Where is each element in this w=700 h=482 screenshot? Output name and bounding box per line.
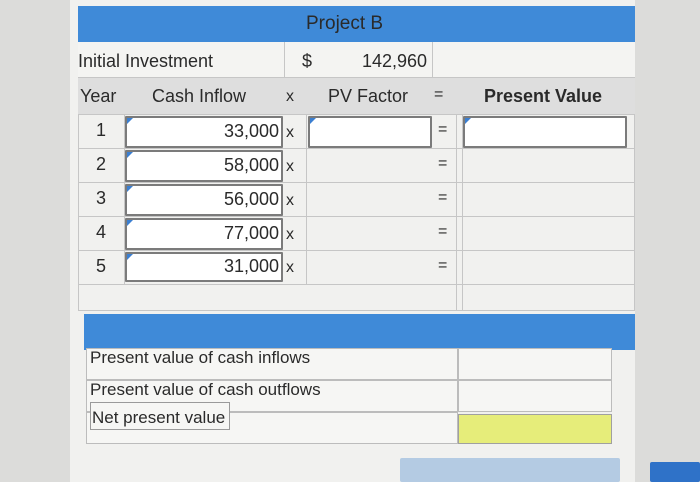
col-times: x (286, 88, 294, 105)
col-year: Year (80, 86, 117, 106)
equals-sign: = (438, 257, 448, 274)
column-header-row (78, 78, 635, 114)
year-cell: 3 (96, 188, 107, 208)
pv-inflows-label: Present value of cash inflows (90, 348, 311, 367)
npv-label-box (90, 402, 230, 430)
cash-inflow-field[interactable] (125, 252, 283, 282)
present-value-input[interactable] (463, 116, 627, 148)
col-equals: = (434, 86, 444, 103)
project-title: Project B (306, 13, 384, 34)
npv-worksheet: Project B Initial Investment $ 142,960 Y… (70, 0, 635, 482)
year-cell: 2 (96, 154, 107, 174)
summary-row (86, 348, 458, 380)
year-cell: 4 (96, 222, 107, 242)
cash-inflow-value: 31,000 (224, 256, 280, 276)
cash-inflow-field[interactable] (125, 116, 283, 148)
npv-label: Net present value (92, 408, 226, 427)
times-sign: x (286, 124, 294, 141)
pv-inflows-value (458, 348, 612, 380)
npv-value-highlight (458, 414, 612, 444)
pv-outflows-value (458, 380, 612, 412)
col-pv-factor: PV Factor (328, 86, 409, 106)
year-cell: 5 (96, 256, 107, 276)
pv-factor-input[interactable] (308, 116, 432, 148)
times-sign: x (286, 158, 294, 175)
times-sign: x (286, 226, 294, 243)
submit-button[interactable] (400, 458, 620, 482)
cash-inflow-value: 33,000 (224, 121, 280, 141)
project-header-band (78, 6, 635, 42)
pv-outflows-label: Present value of cash outflows (90, 380, 321, 399)
cash-inflow-field[interactable] (125, 218, 283, 250)
cash-inflow-value: 77,000 (224, 223, 280, 243)
cash-inflow-field[interactable] (125, 150, 283, 182)
times-sign: x (286, 192, 294, 209)
initial-investment-label: Initial Investment (78, 51, 214, 71)
col-cash-inflow: Cash Inflow (152, 86, 247, 106)
next-button[interactable] (650, 462, 700, 482)
year-cell: 1 (96, 120, 107, 140)
summary-header-band (84, 314, 635, 350)
currency-symbol: $ (302, 51, 313, 71)
summary-row (86, 380, 458, 412)
equals-sign: = (438, 121, 448, 138)
times-sign: x (286, 259, 294, 276)
col-present-value: Present Value (484, 86, 603, 106)
equals-sign: = (438, 155, 448, 172)
cash-inflow-value: 56,000 (224, 189, 280, 209)
initial-investment-row (78, 42, 635, 78)
cash-inflow-value: 58,000 (224, 155, 280, 175)
cash-inflow-field[interactable] (125, 184, 283, 216)
equals-sign: = (438, 223, 448, 240)
initial-investment-amount: 142,960 (362, 51, 428, 71)
equals-sign: = (438, 189, 448, 206)
